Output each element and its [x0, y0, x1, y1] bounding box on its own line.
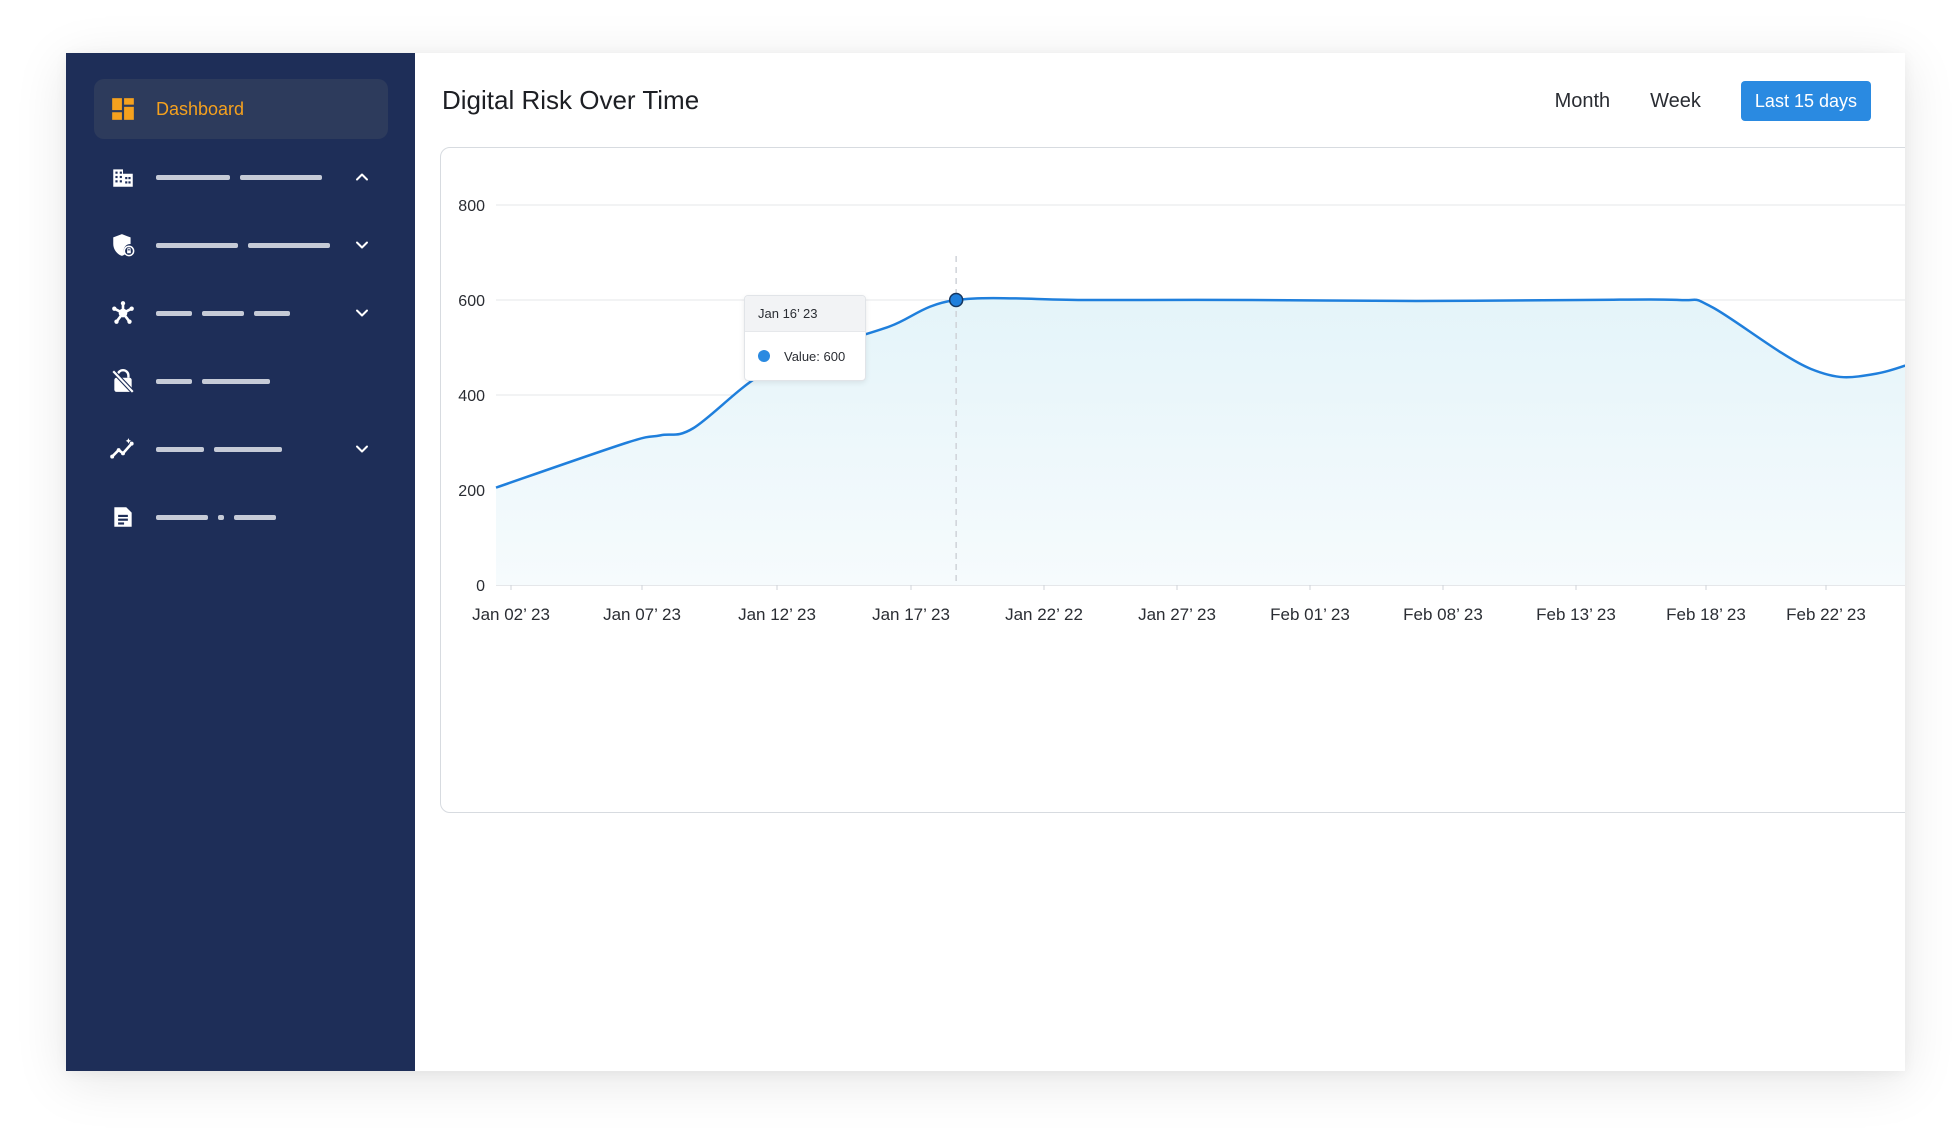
- chart-tooltip: Jan 16’ 23 Value: 600: [744, 295, 866, 381]
- sidebar-item-placeholder-label: [156, 446, 282, 452]
- sidebar-item-label: Dashboard: [156, 98, 245, 119]
- x-tick-label: Feb 13’ 23: [1536, 605, 1616, 624]
- dashboard-icon: [110, 96, 136, 122]
- y-tick-label: 0: [476, 578, 485, 595]
- series-line[interactable]: [495, 296, 1905, 489]
- series-area: [496, 298, 1905, 585]
- sidebar-item-placeholder-label: [156, 378, 270, 384]
- x-tick-label: Jan 12’ 23: [738, 605, 816, 624]
- document-icon: [110, 504, 136, 530]
- chevron-down-icon[interactable]: [352, 439, 372, 459]
- network-hub-icon: [110, 300, 136, 326]
- x-tick-label: Feb 22’ 23: [1786, 605, 1866, 624]
- chevron-up-icon[interactable]: [352, 167, 372, 187]
- sidebar: Dashboard: [66, 53, 415, 1071]
- sidebar-item-dashboard[interactable]: Dashboard: [94, 79, 388, 139]
- app-window: Dashboard: [66, 53, 1905, 1071]
- main-content: Digital Risk Over Time Month Week Last 1…: [415, 53, 1905, 1071]
- sidebar-item-placeholder-label: [156, 514, 276, 520]
- y-tick-label: 600: [458, 293, 485, 310]
- sidebar-item-placeholder-label: [156, 242, 330, 248]
- x-tick-label: Feb 18’ 23: [1666, 605, 1746, 624]
- sidebar-item-placeholder-label: [156, 174, 322, 180]
- x-tick-label: Feb 08’ 23: [1403, 605, 1483, 624]
- analytics-icon: [110, 436, 136, 462]
- x-tick-label: Jan 27’ 23: [1138, 605, 1216, 624]
- chevron-down-icon[interactable]: [352, 235, 372, 255]
- time-range-tabs: Month Week Last 15 days: [1535, 81, 1871, 121]
- chart-card: 0 200 400 600 800 Jan 02’ 23 Jan 07’ 23 Jan 12’…: [440, 147, 1905, 813]
- chevron-down-icon[interactable]: [352, 303, 372, 323]
- sidebar-item-reports[interactable]: [94, 487, 388, 547]
- page-title: Digital Risk Over Time: [442, 85, 700, 115]
- sidebar-item-security[interactable]: [94, 215, 388, 275]
- x-tick-label: Jan 02’ 23: [472, 605, 550, 624]
- tab-month[interactable]: Month: [1554, 90, 1611, 112]
- sidebar-item-placeholder-label: [156, 310, 290, 316]
- series-dot-icon: [758, 350, 770, 362]
- highlight-point[interactable]: [948, 292, 964, 308]
- sidebar-item-access[interactable]: [94, 351, 388, 411]
- lock-off-icon: [110, 368, 136, 394]
- y-tick-label: 400: [458, 388, 485, 405]
- tooltip-value: Value: 600: [784, 348, 846, 364]
- y-tick-label: 200: [458, 483, 485, 500]
- risk-area-chart[interactable]: 0 200 400 600 800 Jan 02’ 23 Jan 07’ 23 Jan 12’…: [441, 148, 1905, 814]
- tab-last-15-days[interactable]: Last 15 days: [1740, 81, 1871, 121]
- tab-week[interactable]: Week: [1650, 90, 1701, 112]
- x-tick-label: Jan 07’ 23: [603, 605, 681, 624]
- sidebar-item-network[interactable]: [94, 283, 388, 343]
- sidebar-item-analytics[interactable]: [94, 419, 388, 479]
- x-tick-label: Jan 17’ 23: [872, 605, 950, 624]
- x-tick-label: Jan 22’ 22: [1005, 605, 1083, 624]
- x-tick-label: Feb 01’ 23: [1270, 605, 1350, 624]
- sidebar-item-organizations[interactable]: [94, 147, 388, 207]
- tooltip-date: Jan 16’ 23: [745, 296, 865, 332]
- building-icon: [110, 164, 136, 190]
- y-tick-label: 800: [458, 198, 485, 215]
- shield-lock-icon: [110, 232, 136, 258]
